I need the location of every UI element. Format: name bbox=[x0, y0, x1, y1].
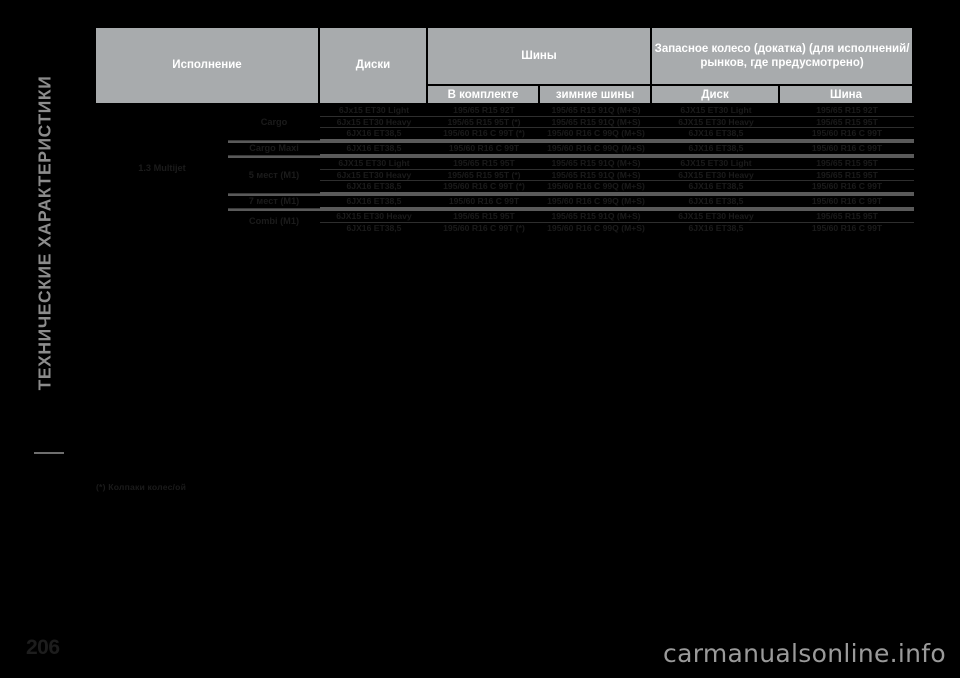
cell-tyre-winter: 195/60 R16 C 99Q (M+S) bbox=[540, 128, 652, 142]
site-watermark: carmanualsonline.info bbox=[663, 639, 946, 668]
version-group-label: Combi (М1) bbox=[228, 208, 320, 234]
cell-tyre-standard: 195/60 R16 C 99T bbox=[428, 141, 540, 156]
header-spare-wheel: Запасное колесо (докатка) (для исполнени… bbox=[652, 28, 915, 86]
table-footnote: (*) Колпаки колес/ой bbox=[96, 482, 187, 492]
table-row: Combi (М1) 6JX15 ET30 Heavy 195/65 R15 95T… bbox=[96, 208, 915, 234]
table-row: 6Jx15 ET30 Heavy 195/65 R15 95T (*) 195/65… bbox=[96, 116, 915, 129]
section-title-text: ТЕХНИЧЕСКИЕ ХАРАКТЕРИСТИКИ bbox=[34, 75, 55, 391]
table-row: 6JX16 ET38,5 195/60 R16 C 99T (*) 195/60 R… bbox=[96, 222, 915, 234]
cell-tyre-winter: 195/65 R15 91Q (M+S) bbox=[540, 155, 652, 170]
section-side-title: ТЕХНИЧЕСКИЕ ХАРАКТЕРИСТИКИ bbox=[22, 18, 68, 448]
cell-wheel: 6JX15 ET30 Heavy bbox=[320, 208, 428, 223]
cell-tyre-standard: 195/60 R16 C 99T (*) bbox=[428, 181, 540, 195]
wheel-tyre-spec-table: Исполнение Диски Шины Запасное колесо (д… bbox=[96, 28, 915, 234]
cell-tyre-standard: 195/65 R15 95T bbox=[428, 208, 540, 223]
cell-spare-disc: 6JX16 ET38,5 bbox=[652, 128, 780, 142]
cell-spare-disc: 6JX15 ET30 Light bbox=[652, 105, 780, 117]
cell-tyre-winter: 195/60 R16 C 99Q (M+S) bbox=[540, 181, 652, 195]
cell-tyre-standard: 195/65 R15 92T bbox=[428, 105, 540, 117]
cell-tyre-winter: 195/65 R15 91Q (M+S) bbox=[540, 116, 652, 129]
cell-wheel: 6JX15 ET30 Light bbox=[320, 155, 428, 170]
version-group-label: Cargo bbox=[228, 105, 320, 142]
engine-label: 1.3 Multijet bbox=[96, 105, 228, 234]
version-group-label: 7 мест (М1) bbox=[228, 194, 320, 209]
cell-spare-disc: 6JX15 ET30 Light bbox=[652, 155, 780, 170]
cell-spare-tyre: 195/65 R15 95T bbox=[780, 208, 915, 223]
cell-tyre-winter: 195/65 R15 91Q (M+S) bbox=[540, 105, 652, 117]
cell-tyre-winter: 195/60 R16 C 99Q (M+S) bbox=[540, 141, 652, 156]
cell-wheel: 6Jx15 ET30 Heavy bbox=[320, 116, 428, 129]
cell-spare-tyre: 195/60 R16 C 99T bbox=[780, 128, 915, 142]
cell-tyre-winter: 195/65 R15 91Q (M+S) bbox=[540, 208, 652, 223]
cell-spare-tyre: 195/65 R15 95T bbox=[780, 155, 915, 170]
header-tyres: Шины bbox=[428, 28, 652, 86]
cell-spare-disc: 6JX16 ET38,5 bbox=[652, 194, 780, 209]
header-tyres-winter: зимние шины bbox=[540, 86, 652, 105]
cell-tyre-winter: 195/60 R16 C 99Q (M+S) bbox=[540, 222, 652, 234]
cell-wheel: 6JX16 ET38,5 bbox=[320, 128, 428, 142]
header-version: Исполнение bbox=[96, 28, 320, 105]
cell-spare-disc: 6JX15 ET30 Heavy bbox=[652, 116, 780, 129]
header-spare-tyre: Шина bbox=[780, 86, 915, 105]
header-wheels: Диски bbox=[320, 28, 428, 105]
header-tyres-standard: В комплекте bbox=[428, 86, 540, 105]
cell-tyre-standard: 195/65 R15 95T (*) bbox=[428, 169, 540, 182]
cell-spare-tyre: 195/65 R15 92T bbox=[780, 105, 915, 117]
cell-wheel: 6JX16 ET38,5 bbox=[320, 194, 428, 209]
cell-wheel: 6JX16 ET38,5 bbox=[320, 222, 428, 234]
specs-table-area: Исполнение Диски Шины Запасное колесо (д… bbox=[96, 28, 915, 234]
cell-tyre-winter: 195/60 R16 C 99Q (M+S) bbox=[540, 194, 652, 209]
cell-spare-tyre: 195/60 R16 C 99T bbox=[780, 181, 915, 195]
cell-spare-disc: 6JX16 ET38,5 bbox=[652, 222, 780, 234]
table-row: 5 мест (М1) 6JX15 ET30 Light 195/65 R15 95… bbox=[96, 155, 915, 195]
cell-tyre-standard: 195/60 R16 C 99T (*) bbox=[428, 128, 540, 142]
cell-wheel: 6JX16 ET38,5 bbox=[320, 141, 428, 156]
cell-spare-tyre: 195/60 R16 C 99T bbox=[780, 222, 915, 234]
cell-spare-tyre: 195/60 R16 C 99T bbox=[780, 194, 915, 209]
version-group-label: 5 мест (М1) bbox=[228, 155, 320, 195]
page-number: 206 bbox=[26, 636, 60, 659]
table-row: 7 мест (М1) 6JX16 ET38,5 195/60 R16 C 99T 1… bbox=[96, 194, 915, 209]
cell-tyre-standard: 195/65 R15 95T (*) bbox=[428, 116, 540, 129]
cell-spare-disc: 6JX16 ET38,5 bbox=[652, 141, 780, 156]
cell-spare-tyre: 195/60 R16 C 99T bbox=[780, 141, 915, 156]
cell-spare-tyre: 195/65 R15 95T bbox=[780, 169, 915, 182]
header-row-sub: В комплекте зимние шины Диск Шина bbox=[96, 86, 915, 105]
table-row: 6Jx15 ET30 Heavy 195/65 R15 95T (*) 195/65… bbox=[96, 169, 915, 182]
cell-wheel: 6Jx15 ET30 Heavy bbox=[320, 169, 428, 182]
cell-wheel: 6Jx15 ET30 Light bbox=[320, 105, 428, 117]
cell-spare-disc: 6JX15 ET30 Heavy bbox=[652, 169, 780, 182]
table-row: 1.3 Multijet Cargo 6Jx15 ET30 Light 195/65 … bbox=[96, 105, 915, 234]
table-row: 6JX16 ET38,5 195/60 R16 C 99T (*) 195/60 R… bbox=[96, 181, 915, 195]
cell-tyre-standard: 195/60 R16 C 99T (*) bbox=[428, 222, 540, 234]
side-title-rule bbox=[34, 452, 64, 454]
cell-spare-disc: 6JX15 ET30 Heavy bbox=[652, 208, 780, 223]
table-row: Cargo Maxi 6JX16 ET38,5 195/60 R16 C 99T 19… bbox=[96, 141, 915, 156]
cell-tyre-standard: 195/65 R15 95T bbox=[428, 155, 540, 170]
table-header: Исполнение Диски Шины Запасное колесо (д… bbox=[96, 28, 915, 105]
header-spare-disc: Диск bbox=[652, 86, 780, 105]
cell-spare-disc: 6JX16 ET38,5 bbox=[652, 181, 780, 195]
cell-tyre-winter: 195/65 R15 91Q (M+S) bbox=[540, 169, 652, 182]
cell-wheel: 6JX16 ET38,5 bbox=[320, 181, 428, 195]
version-group-label: Cargo Maxi bbox=[228, 141, 320, 156]
table-body: 1.3 Multijet Cargo 6Jx15 ET30 Light 195/65 … bbox=[96, 105, 915, 234]
table-row: 6JX16 ET38,5 195/60 R16 C 99T (*) 195/60 R… bbox=[96, 128, 915, 142]
cell-tyre-standard: 195/60 R16 C 99T bbox=[428, 194, 540, 209]
header-row-main: Исполнение Диски Шины Запасное колесо (д… bbox=[96, 28, 915, 105]
cell-spare-tyre: 195/65 R15 95T bbox=[780, 116, 915, 129]
